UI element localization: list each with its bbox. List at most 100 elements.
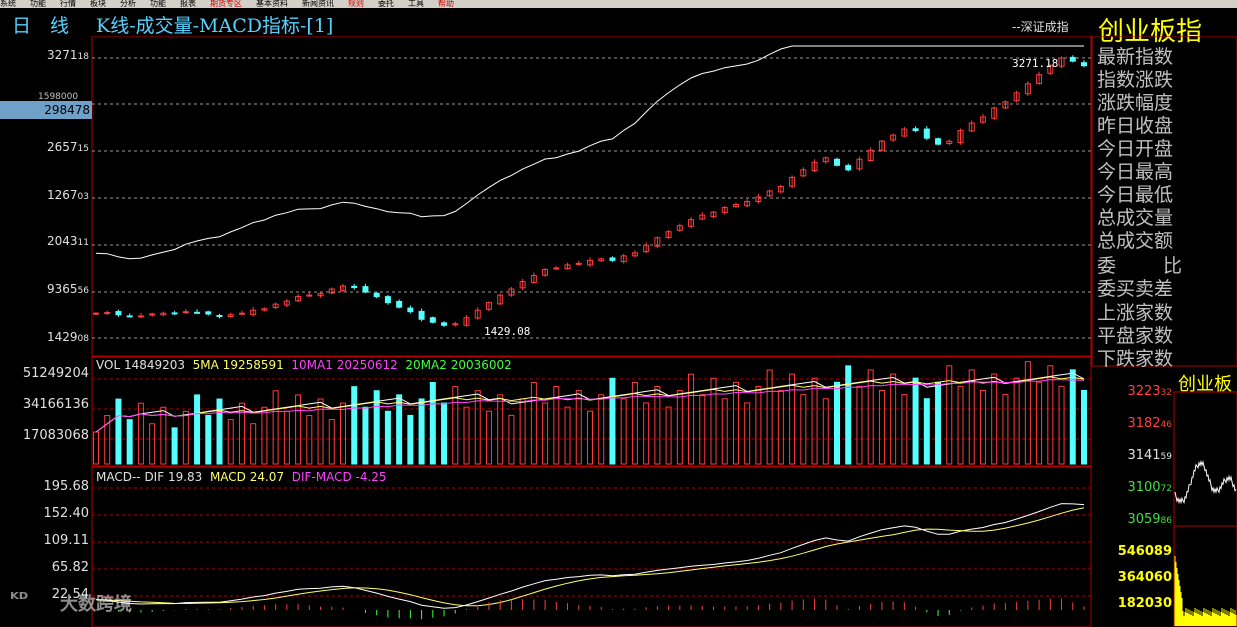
mini-price-tick-label: 310072 [1127,480,1172,495]
volume-bar [115,398,122,465]
candle-body [676,225,683,231]
volume-bar [295,394,302,465]
candle-body [834,158,840,166]
candle-body [160,312,167,316]
volume-bar [598,394,605,465]
menu-item[interactable]: 行情 [60,0,76,8]
candle-body [418,310,425,320]
candle-body [1036,74,1043,85]
candle-body [1047,65,1054,74]
indicator-title[interactable]: K线-成交量-MACD指标-[1] [96,15,334,37]
menu-item[interactable]: 功能 [30,0,46,8]
quote-label: 今日最高 [1097,161,1174,183]
candle-body [609,257,616,261]
candle-body [744,201,751,207]
volume-bar [777,390,784,465]
candle-body [93,312,99,315]
volume-bar [126,419,133,465]
menu-item[interactable]: 基本资料 [256,0,288,8]
volume-panel-frame [91,356,1092,467]
price-cursor-highlight: 298478 [0,101,92,119]
mini-volume-tick-label: 364060 [1117,570,1172,585]
macd-tick-label: 152.40 [43,506,90,521]
quote-label: 涨跌幅度 [1097,92,1174,114]
menu-item[interactable]: 期货专区 [210,0,242,8]
price-tick-label: 142908 [47,330,89,344]
candle-body [396,300,403,308]
macd-title-label: MACD-- DIF 19.83 [96,470,203,484]
volume-bar [957,385,964,465]
candle-body [362,286,369,293]
candle-body [351,285,358,289]
candle-body [306,294,313,297]
mini-volume-tick-label: 546089 [1117,544,1172,559]
volume-bar [261,406,268,465]
volume-bar [620,398,627,465]
volume-bar [340,402,346,465]
macd-y-axis: 195.68 152.40 109.11 65.82 22.54 [0,470,92,627]
candle-body [789,176,796,187]
candle-body [1024,83,1031,95]
candle-body [519,281,526,289]
volume-bar [991,373,998,465]
candle-body [295,296,302,302]
menu-item[interactable]: 功能 [150,0,166,8]
volume-bar [283,410,290,465]
period-label[interactable]: 日 线 [12,15,70,37]
candle-body [979,116,986,123]
volume-bar [800,394,807,465]
volume-bar [93,431,99,465]
menu-item[interactable]: 系统 [0,0,16,8]
price-tick-label: 936556 [47,282,89,296]
volume-bar [1081,389,1087,465]
candle-body [631,252,638,257]
volume-bar [351,386,358,465]
menu-item[interactable]: 工具 [408,0,424,8]
candle-body [946,140,953,145]
macd-info: MACD-- DIF 19.83 MACD 24.07 DIF-MACD -4.… [96,470,387,484]
compare-index-line [95,45,1084,260]
menu-item[interactable]: 报表 [180,0,196,8]
volume-bar [407,414,414,465]
candle-body [194,311,201,314]
volume-bar [250,423,257,465]
volume-bar [362,406,369,465]
candle-body [317,293,324,297]
menu-item[interactable]: 分析 [120,0,136,8]
mini-volume-tick-label: 182030 [1117,596,1172,611]
menu-item[interactable]: 规则 [348,0,364,8]
candle-body [811,161,818,171]
candle-body [137,315,144,318]
price-tick-label: 265715 [47,140,89,154]
candle-body [968,122,975,132]
candle-body [890,134,897,141]
volume-bar [935,381,942,465]
candle-body [721,207,728,213]
menu-item[interactable]: 帮助 [438,0,454,8]
candle-body [485,302,492,310]
volume-bar [732,381,739,465]
menu-item[interactable]: 新闻资讯 [302,0,334,8]
mini-price-y-axis: 322332 318246 314159 310072 305986 [1094,380,1174,540]
volume-bar [474,390,481,465]
candle-body [182,311,189,314]
volume-bar [979,389,986,465]
right-panel-frame [1091,36,1237,367]
volume-ma-line [95,376,1085,433]
candle-body [261,308,268,311]
volume-bar [418,398,425,465]
volume-bar [912,377,919,465]
candle-body [227,314,234,318]
candle-body [575,262,582,265]
candle-body [800,169,807,177]
menu-item[interactable]: 委托 [378,0,394,8]
volume-bar [878,390,885,465]
menu-item[interactable]: 板块 [90,0,106,8]
volume-bar [1047,365,1054,465]
price-y-axis: 327118 265715 126703 204311 936556 142908 [0,36,92,356]
volume-bar [901,394,908,465]
low-marker: 1429.08 [484,325,531,338]
candle-body [901,128,908,137]
chart-area[interactable] [0,36,1237,627]
volume-bar [789,373,796,465]
